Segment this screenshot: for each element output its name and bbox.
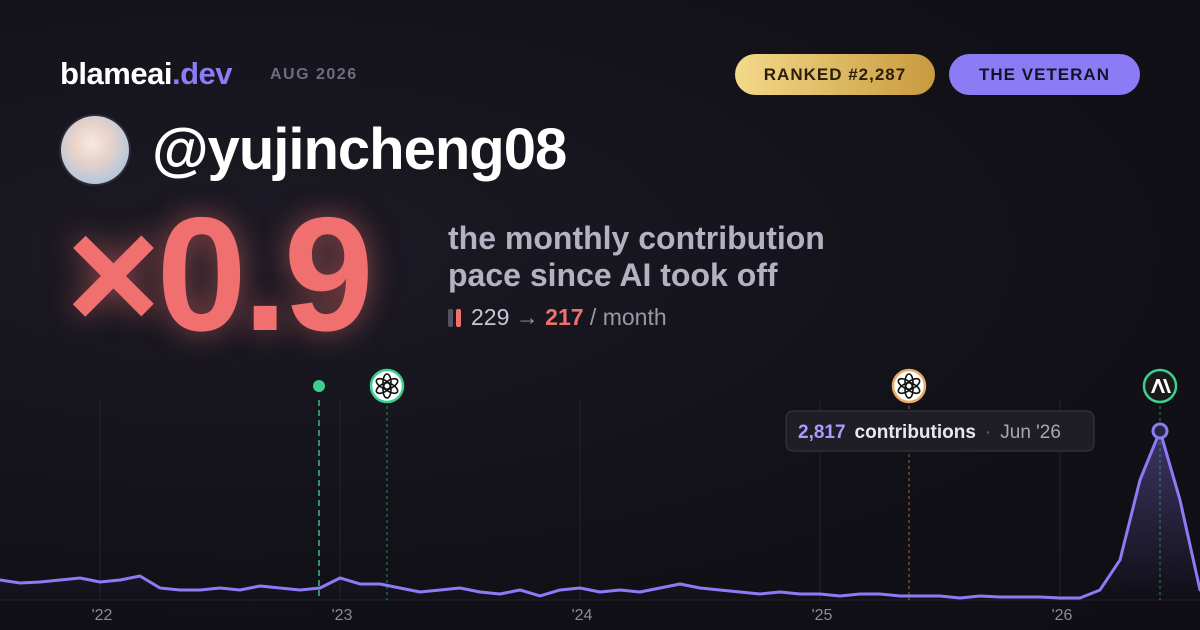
title-badge: THE VETERAN xyxy=(949,54,1140,95)
pace-stats: 229 → 217 / month xyxy=(448,304,667,331)
icon-glyph xyxy=(1151,379,1171,393)
bar-icon xyxy=(448,309,453,327)
description: pace since AI took off xyxy=(448,257,778,293)
event-icon xyxy=(1142,368,1178,404)
brand-name: blameai xyxy=(60,56,172,91)
avatar xyxy=(61,116,129,184)
area-fill xyxy=(0,430,1200,600)
x-tick-label: '25 xyxy=(812,607,833,624)
tooltip-date: Jun '26 xyxy=(1000,422,1061,443)
brand-suffix: .dev xyxy=(171,56,233,91)
tooltip: 2,817 contributions · Jun '26 xyxy=(798,422,1061,443)
icon-petal xyxy=(375,377,392,391)
x-tick-label: '24 xyxy=(572,607,593,624)
tooltip-separator: · xyxy=(985,422,991,443)
username: @yujincheng08 xyxy=(152,117,567,182)
multiplier: ×0.9 xyxy=(66,184,374,365)
x-tick-label: '26 xyxy=(1052,607,1073,624)
before-value: 229 xyxy=(471,304,510,330)
rank-badge: RANKED #2,287 xyxy=(735,54,935,95)
tooltip-label: contributions xyxy=(855,422,976,443)
date: AUG 2026 xyxy=(270,66,358,83)
tooltip-value: 2,817 xyxy=(798,422,846,443)
event-dot xyxy=(313,380,325,392)
brand: blameai.dev xyxy=(60,56,232,92)
unit: / month xyxy=(589,304,667,330)
tooltip-box xyxy=(785,410,1095,452)
x-tick-label: '22 xyxy=(92,607,113,624)
icon-petal xyxy=(897,377,914,391)
highlight-point xyxy=(1151,422,1169,440)
event-icon xyxy=(369,368,405,404)
line xyxy=(0,429,1200,600)
description: the monthly contribution xyxy=(448,220,825,256)
x-tick-label: '23 xyxy=(332,607,353,624)
event-icon xyxy=(891,368,927,404)
bar-icon xyxy=(456,309,461,327)
arrow: → xyxy=(515,304,539,330)
after-value: 217 xyxy=(545,304,584,330)
